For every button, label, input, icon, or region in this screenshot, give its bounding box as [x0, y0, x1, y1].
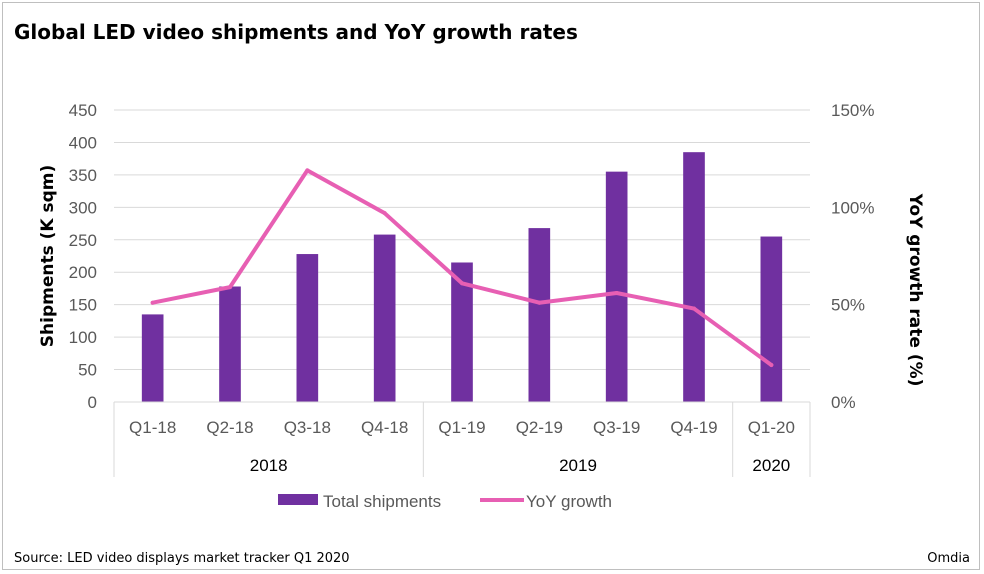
- y2-tick-label: 150%: [831, 101, 874, 120]
- bar: [605, 171, 628, 402]
- line-series: [150, 168, 774, 368]
- line-point: [460, 281, 464, 286]
- x-tick-label: Q1-20: [748, 418, 795, 437]
- bar: [373, 234, 396, 402]
- legend: Total shipments YoY growth: [278, 492, 612, 511]
- line-point: [228, 285, 232, 290]
- y-tick-label: 0: [88, 393, 97, 412]
- bar: [451, 262, 473, 402]
- x-group-label: 2019: [559, 456, 597, 475]
- line-point: [614, 290, 619, 295]
- y-tick-label: 50: [78, 361, 97, 380]
- axes: 0 50 100 150 200 250 300 350 400 450 0% 50% 100% 150%…: [69, 101, 874, 477]
- y-tick-label: 100: [69, 328, 97, 347]
- bar: [141, 314, 164, 402]
- footer-source: Source: LED video displays market tracke…: [14, 551, 350, 566]
- y2-tick-label: 0%: [831, 393, 856, 412]
- y-axis-title: Shipments (K sqm): [38, 165, 58, 347]
- x-tick-label: Q4-19: [670, 418, 717, 437]
- line-point: [150, 300, 155, 305]
- x-tick-label: Q2-19: [516, 418, 563, 437]
- y2-tick-label: 100%: [831, 198, 874, 217]
- bar: [528, 228, 551, 402]
- bar: [683, 152, 705, 402]
- y-tick-label: 300: [69, 198, 97, 217]
- y-tick-label: 350: [69, 166, 97, 185]
- legend-swatch-bar: [278, 494, 318, 505]
- bar: [296, 254, 319, 402]
- legend-label-line: YoY growth: [526, 492, 612, 511]
- x-tick-label: Q3-18: [284, 418, 331, 437]
- y-tick-label: 450: [69, 101, 97, 120]
- bar-series: [141, 152, 783, 402]
- line-point: [692, 306, 696, 311]
- x-group-label: 2018: [250, 456, 288, 475]
- y2-tick-label: 50%: [831, 296, 865, 315]
- x-tick-label: Q2-18: [206, 418, 253, 437]
- x-tick-label: Q4-18: [361, 418, 408, 437]
- legend-label-bar: Total shipments: [323, 492, 441, 511]
- y-tick-label: 200: [69, 263, 97, 282]
- y-tick-label: 250: [69, 231, 97, 250]
- footer-brand: Omdia: [927, 551, 970, 566]
- line-point: [769, 363, 774, 368]
- x-tick-label: Q1-18: [129, 418, 176, 437]
- line-point: [537, 300, 542, 305]
- chart-title: Global LED video shipments and YoY growt…: [14, 20, 578, 44]
- line-point: [305, 168, 310, 173]
- y2-axis-title: YoY growth rate (%): [905, 193, 925, 387]
- x-tick-label: Q1-19: [438, 418, 485, 437]
- bar: [760, 236, 783, 402]
- bar: [219, 286, 241, 402]
- y-tick-label: 150: [69, 296, 97, 315]
- line-point: [382, 211, 387, 216]
- y-tick-label: 400: [69, 133, 97, 152]
- x-tick-label: Q3-19: [593, 418, 640, 437]
- x-group-label: 2020: [752, 456, 790, 475]
